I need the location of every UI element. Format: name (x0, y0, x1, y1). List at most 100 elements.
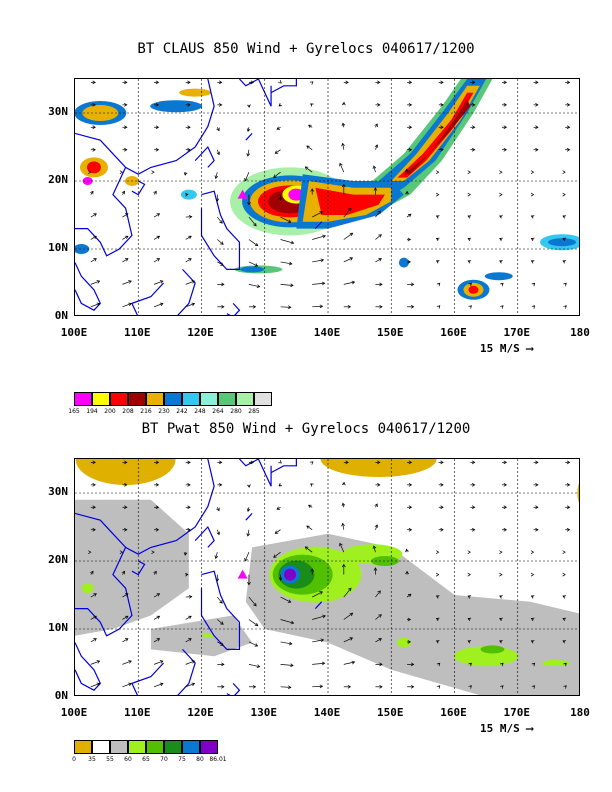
wind-vector-head (215, 198, 220, 202)
wind-vector-head (310, 568, 315, 572)
colorbar-label: 216 (140, 408, 152, 415)
colorbar-swatch (164, 740, 182, 754)
wind-vector-head (435, 170, 440, 175)
wind-vector-head (471, 505, 476, 510)
wind-vector-head (254, 242, 259, 247)
wind-vector-head (535, 460, 539, 465)
wind-vector-head (93, 213, 97, 217)
wind-vector (280, 619, 294, 624)
wind-vector (90, 303, 100, 308)
wind-vector-head (273, 174, 277, 178)
wind-vector (217, 596, 223, 604)
claus-map-panel (74, 78, 580, 316)
wind-vector-head (92, 460, 96, 465)
cloud-cluster (179, 88, 212, 97)
x-tick-label: 130E (250, 326, 278, 339)
wind-vector-head (500, 662, 504, 667)
cloud-cluster (240, 266, 265, 273)
coastline (75, 512, 133, 637)
colorbar-swatch (236, 392, 254, 406)
wind-vector (248, 284, 260, 288)
wind-vector (273, 551, 281, 558)
wind-vector-head (191, 682, 196, 687)
spiral-band (315, 187, 385, 215)
wind-vector-head (435, 617, 440, 622)
wind-vector-head (124, 527, 128, 532)
x-tick-label: 120E (187, 326, 214, 339)
wind-vector (217, 261, 224, 266)
wind-vector-head (253, 222, 257, 227)
colorbar-label: 86.01 (209, 756, 227, 763)
wind-vector (339, 543, 345, 553)
wind-vector (375, 590, 381, 598)
wind-vector-head (503, 460, 508, 465)
wind-vector-head (467, 260, 472, 264)
wind-vector-head (151, 170, 155, 175)
wind-vector (343, 637, 353, 643)
colorbar-label: 280 (230, 408, 242, 415)
wind-vector-head (562, 237, 567, 242)
colorbar-label: 80 (196, 756, 204, 763)
pwat-region (541, 660, 570, 666)
wind-vector (280, 664, 294, 666)
colorbar-swatch (128, 740, 146, 754)
wind-vector-head (348, 587, 352, 592)
wind-vector-head (276, 126, 280, 130)
wind-vector-head (379, 282, 383, 287)
wind-vector-head (435, 595, 440, 599)
wind-vector-head (92, 527, 96, 532)
wind-vector-head (92, 482, 96, 487)
wind-vector-head (435, 572, 440, 577)
wind-vector-head (221, 684, 225, 689)
wind-vector-head (96, 280, 101, 284)
wind-vector-head (308, 124, 312, 129)
panel2-ref-vector-label: 15 M/S (480, 722, 520, 735)
coastline (75, 132, 133, 257)
wind-vector (216, 149, 220, 155)
wind-vector-head (531, 282, 536, 287)
wind-vector-head (124, 505, 128, 510)
wind-vector-head (377, 482, 381, 487)
wind-vector (185, 683, 195, 688)
wind-vector (153, 660, 163, 665)
coastline (131, 268, 196, 315)
wind-vector (280, 596, 291, 603)
wind-vector-head (436, 685, 441, 689)
wind-vector (122, 258, 129, 263)
colorbar-swatch (182, 740, 200, 754)
wind-vector-head (440, 527, 444, 532)
wind-vector-head (191, 660, 196, 664)
wind-vector-head (503, 527, 508, 532)
wind-vector-head (188, 594, 193, 599)
wind-vector (247, 529, 250, 537)
wind-vector-head (566, 102, 571, 107)
colorbar-label: 194 (86, 408, 98, 415)
wind-vector-head (322, 234, 326, 239)
wind-vector-head (290, 663, 294, 668)
wind-vector-head (214, 175, 219, 179)
wind-vector-head (218, 460, 223, 465)
colorbar-swatch (110, 392, 128, 406)
wind-vector-head (274, 530, 279, 534)
wind-vector-head (341, 142, 345, 147)
wind-vector-head (321, 661, 326, 666)
wind-vector-head (467, 237, 472, 242)
colorbar-label: 35 (88, 756, 96, 763)
coastline (131, 648, 196, 695)
wind-vector (244, 552, 250, 562)
wind-vector-head (535, 147, 539, 152)
wind-vector-head (563, 282, 567, 287)
wind-vector-head (155, 80, 160, 85)
wind-vector-head (124, 593, 129, 597)
wind-vector-head (378, 234, 382, 238)
wind-vector (248, 664, 260, 668)
wind-vector (90, 615, 97, 620)
x-tick-label: 160E (440, 706, 467, 719)
wind-vector-head (562, 595, 567, 599)
pwat-region (146, 510, 155, 517)
wind-vector-head (440, 505, 444, 510)
wind-vector-head (128, 682, 132, 687)
colorbar-label: 60 (124, 756, 132, 763)
wind-vector-head (372, 545, 377, 550)
wind-vector-head (244, 177, 248, 182)
